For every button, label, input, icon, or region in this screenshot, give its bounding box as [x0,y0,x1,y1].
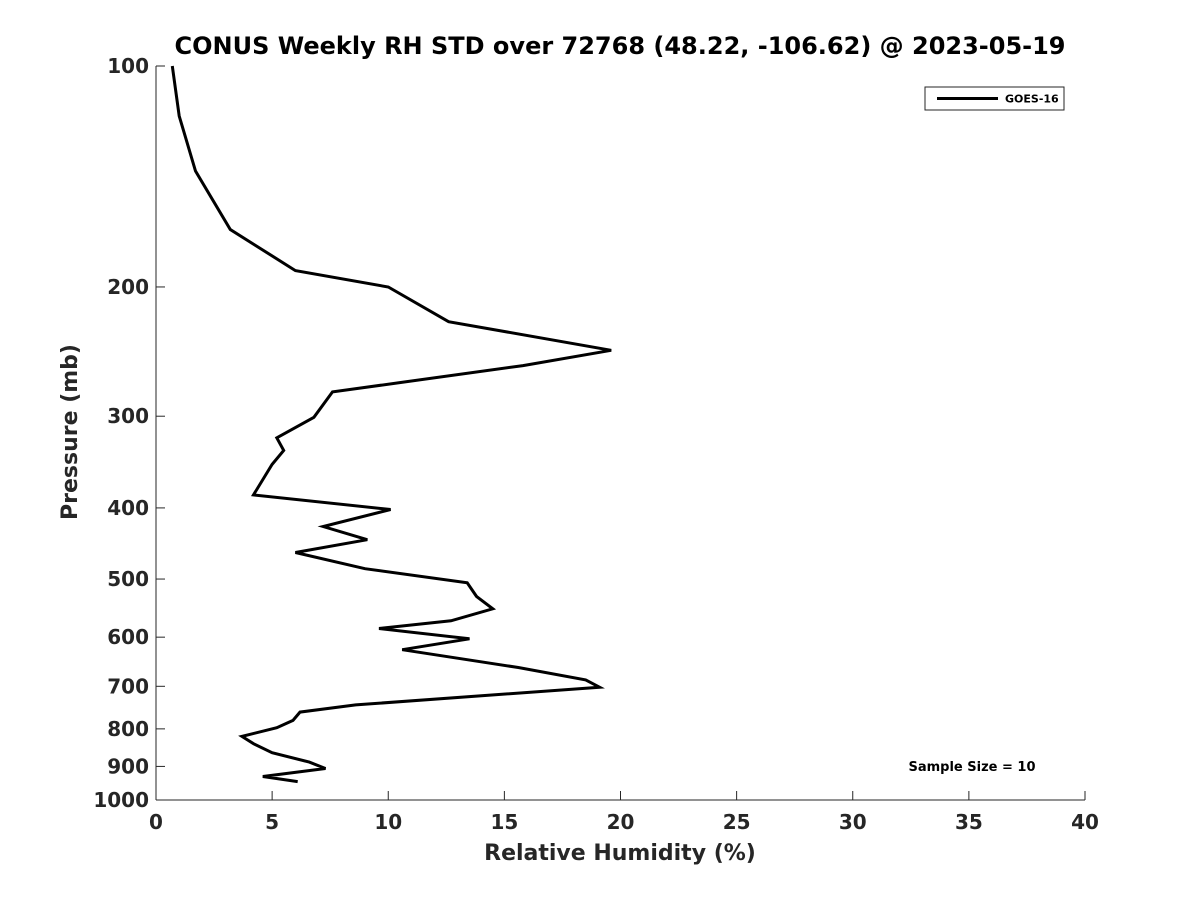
x-tick-label-30: 30 [839,810,867,834]
plot-lines [170,65,612,784]
x-tick-label-25: 25 [723,810,751,834]
legend-label-goes-16: GOES-16 [1005,93,1059,106]
x-axis-label: Relative Humidity (%) [484,841,756,866]
x-tick-label-0: 0 [149,810,163,834]
legend: GOES-16 [924,86,1065,111]
x-tick-label-35: 35 [955,810,983,834]
y-tick-label-900: 900 [107,754,149,778]
x-tick-label-5: 5 [265,810,279,834]
chart-title: CONUS Weekly RH STD over 72768 (48.22, -… [174,32,1065,60]
x-tick-label-20: 20 [607,810,635,834]
y-tick-label-600: 600 [107,625,149,649]
x-tick-label-15: 15 [490,810,518,834]
y-tick-label-100: 100 [107,54,149,78]
x-tick-label-10: 10 [374,810,402,834]
series-line-goes-16 [170,65,612,784]
sample-size-annotation: Sample Size = 10 [908,760,1035,775]
y-tick-label-200: 200 [107,275,149,299]
y-tick-label-500: 500 [107,567,149,591]
x-tick-label-40: 40 [1071,810,1099,834]
y-tick-label-300: 300 [107,404,149,428]
x-axis: 0 5 10 15 20 25 30 35 40 [149,791,1099,834]
y-tick-label-400: 400 [107,496,149,520]
y-axis: 100 200 300 400 500 600 700 800 900 1000 [93,54,165,812]
y-tick-label-700: 700 [107,674,149,698]
y-tick-label-1000: 1000 [93,788,149,812]
y-axis-label: Pressure (mb) [58,344,83,520]
y-tick-label-800: 800 [107,717,149,741]
